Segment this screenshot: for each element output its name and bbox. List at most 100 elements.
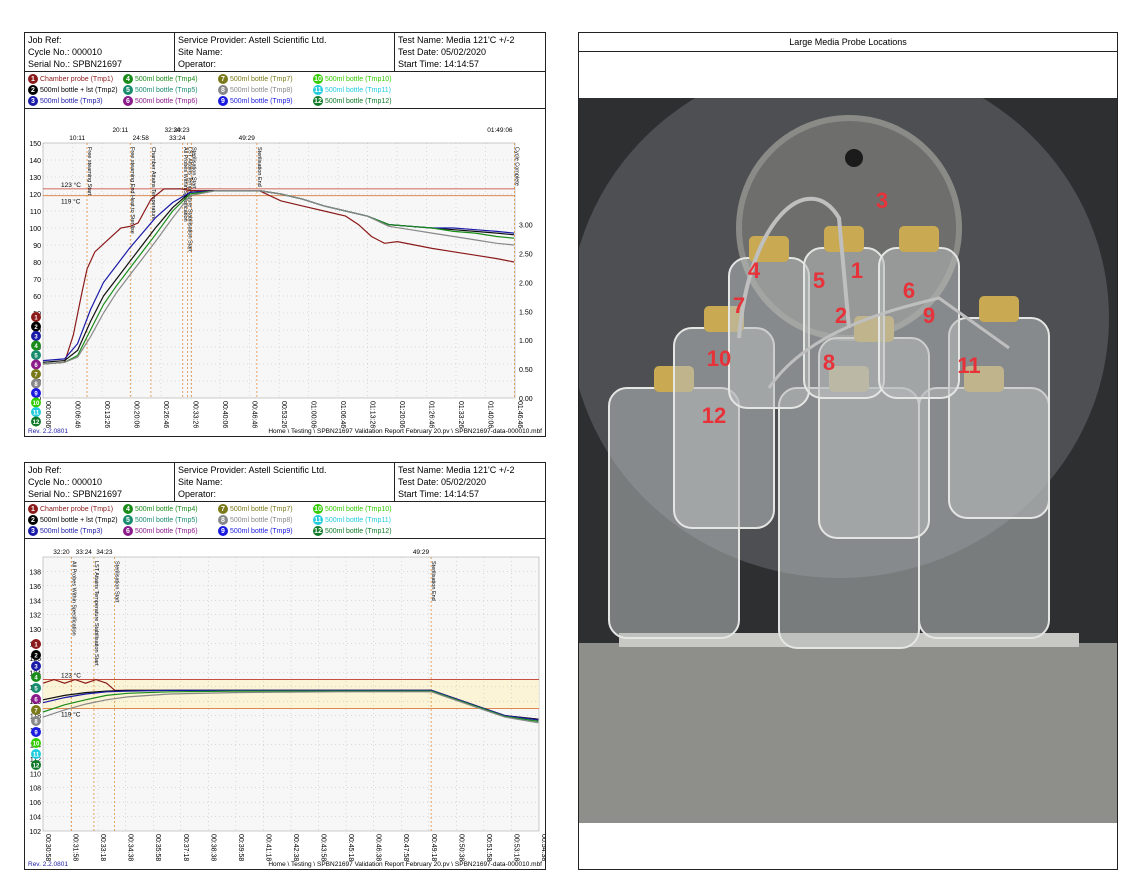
probe-marker-label: 12 [33,764,40,770]
x-tick-label: 00:46:38 [375,834,382,861]
y-tick-label: 104 [29,815,41,822]
legend-marker: 7 [218,504,228,514]
x-tick-label: 00:33:26 [192,401,199,428]
probe-locations-panel: Large Media Probe Locations 1 2 3 4 5 6 7 8 9 10 1… [578,32,1118,870]
x-tick-label: 00:26:46 [162,401,169,428]
probe-marker-label: 5 [34,687,38,693]
probe-marker [31,331,41,341]
y-tick-label: 136 [29,584,41,591]
legend-item: 3 500ml bottle (Tmp3) [28,526,103,536]
event-time: 10:11 [69,135,85,142]
x-tick-label: 00:41:18 [264,834,271,861]
probe-marker [31,683,41,693]
y2-tick-label: 1.00 [519,338,533,345]
legend-label: 500ml bottle (Tmp6) [135,527,198,535]
legend-marker: 5 [123,515,133,525]
probe-cable [737,196,851,339]
event-time: 34:23 [173,127,190,134]
probe-location-label: 10 [707,346,731,371]
legend-marker: 4 [123,74,133,84]
x-tick-label: 00:39:58 [237,834,244,861]
legend-item: 2 500ml bottle + lst (Tmp2) [28,85,118,95]
y-tick-label: 100 [29,226,41,233]
y-tick-label: 138 [29,569,41,576]
legend-marker: 10 [313,74,323,84]
probe-location-label: 5 [813,268,825,293]
site-name: Site Name: [178,47,223,57]
legend-marker: 1 [28,504,38,514]
legend-marker: 4 [123,504,133,514]
legend-item: 7 500ml bottle (Tmp7) [218,504,293,514]
probe-marker [31,727,41,737]
report-header: Job Ref: Cycle No.: 000010 Serial No.: SPB… [24,32,546,72]
y-tick-label: 102 [29,829,41,836]
probe-marker [31,378,41,389]
x-tick-label: 00:00:06 [44,401,51,428]
x-tick-label: 00:43:58 [320,834,327,861]
x-tick-label: 00:47:58 [402,834,409,861]
probe-marker-label: 11 [33,753,40,759]
legend-label: 500ml bottle (Tmp9) [230,97,293,105]
probe-marker [31,672,41,682]
legend-label: 500ml bottle + lst (Tmp2) [40,86,118,94]
reference-label: 119 °C [61,710,81,718]
probe-location-label: 9 [923,303,935,328]
event-label: Cycle Complete [514,147,520,186]
legend-label: 500ml bottle (Tmp10) [325,75,392,83]
chamber-port [845,149,863,167]
x-tick-label: 00:35:58 [154,834,161,861]
y-tick-label: 110 [30,771,41,778]
series-line [42,689,539,721]
chart-svg: 150140130120110100908070605040302010000:… [28,127,542,435]
probe-location-label: 7 [733,293,745,318]
probe-location-label: 8 [823,350,835,375]
autoclave-photo: 1 2 3 4 5 6 7 8 9 10 11 12 [579,98,1117,823]
legend-label: 500ml bottle (Tmp9) [230,527,293,535]
legend-marker: 6 [123,526,133,536]
y2-tick-label: 2.50 [519,252,533,259]
legend-marker: 2 [28,515,38,525]
probe-marker-label: 10 [33,742,40,748]
panel-title: Large Media Probe Locations [579,33,1117,52]
legend-label: 500ml bottle (Tmp4) [135,75,198,83]
cycle-no: Cycle No.: 000010 [28,47,103,57]
probe-location-label: 1 [851,258,863,283]
legend-marker: 3 [28,96,38,106]
x-tick-label: 00:20:06 [133,401,140,428]
series-line [42,690,539,722]
job-ref: Job Ref: [28,465,62,475]
legend-marker: 8 [218,515,228,525]
legend-label: 500ml bottle (Tmp7) [230,505,293,513]
event-time: 49:29 [413,549,430,556]
legend-marker: 8 [218,85,228,95]
legend-label: 500ml bottle (Tmp12) [325,527,392,535]
legend-item: 1 Chamber probe (Tmp1) [28,74,113,84]
event-time: 49:29 [239,135,256,142]
probe-marker [31,369,41,379]
legend-item: 5 500ml bottle (Tmp5) [123,515,198,525]
probe-marker-label: 1 [34,316,38,322]
probe-marker-label: 3 [34,665,38,671]
probe-marker [31,350,41,360]
operator: Operator: [178,59,217,69]
y-tick-label: 130 [29,627,41,634]
x-tick-label: 01:33:26 [457,401,464,428]
y2-tick-label: 2.00 [519,280,533,287]
probe-marker [31,738,41,748]
probe-marker-label: 4 [34,344,38,350]
legend-label: 500ml bottle (Tmp8) [230,86,293,94]
bottle-cap [899,226,939,252]
legend-item: 6 500ml bottle (Tmp6) [123,526,198,536]
legend-label: Chamber probe (Tmp1) [40,505,114,513]
probe-location-label: 3 [876,188,888,213]
probe-marker [31,705,41,715]
probe-marker-label: 3 [34,335,38,341]
x-tick-label: 00:33:18 [99,834,106,861]
x-tick-label: 00:51:58 [485,834,492,861]
site-name: Site Name: [178,477,223,487]
chart-svg: 1381361341321301281261241221201181161141… [28,549,547,868]
legend-item: 5 500ml bottle (Tmp5) [123,85,198,95]
legend-item: 3 500ml bottle (Tmp3) [28,96,103,106]
legend-item: 10 500ml bottle (Tmp10) [313,74,392,84]
y-tick-label: 110 [30,209,41,216]
